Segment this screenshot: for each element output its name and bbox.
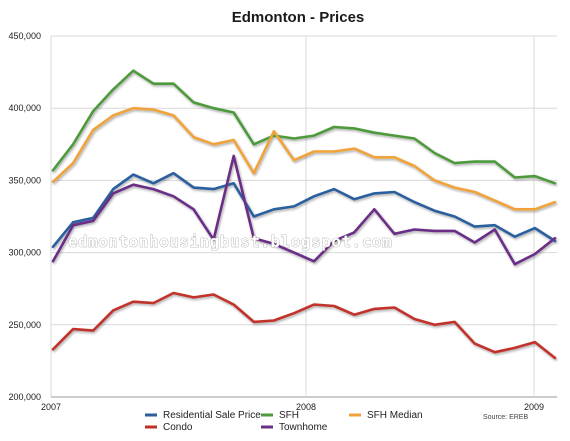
legend-label: Townhome [279, 422, 328, 433]
y-tick-label: 400,000 [8, 103, 41, 113]
y-tick-label: 450,000 [8, 31, 41, 41]
legend-label: SFH Median [367, 410, 423, 421]
legend: Residential Sale Price SFH SFH Median Condo… [145, 410, 423, 433]
series-line-residential-sale-price [51, 171, 557, 249]
chart-title: Edmonton - Prices [232, 9, 365, 26]
legend-label: SFH [279, 410, 299, 421]
y-tick-label: 300,000 [8, 248, 41, 258]
series-line-sfh-median [51, 106, 557, 211]
x-tick-label: 2009 [524, 402, 544, 412]
series-line-townhome [51, 154, 557, 266]
source-note: Source: EREB [483, 414, 528, 421]
y-tick-label: 200,000 [8, 392, 41, 402]
series-lines [51, 69, 557, 360]
x-tick-label: 2007 [41, 402, 61, 412]
legend-label: Residential Sale Price [163, 410, 261, 421]
watermark-text: edmontonhousingbust.blogspot.com [68, 232, 392, 251]
gridlines [50, 35, 557, 398]
series-line-sfh [51, 69, 557, 185]
y-tick-label: 250,000 [8, 320, 41, 330]
series-line-condo [51, 291, 557, 360]
x-axis-ticks: 2007 2008 2009 [41, 402, 544, 412]
legend-label: Condo [163, 422, 193, 433]
x-tick-label: 2008 [296, 402, 316, 412]
y-axis-ticks: 200,000 250,000 300,000 350,000 400,000 450,0… [8, 31, 41, 402]
y-tick-label: 350,000 [8, 175, 41, 185]
